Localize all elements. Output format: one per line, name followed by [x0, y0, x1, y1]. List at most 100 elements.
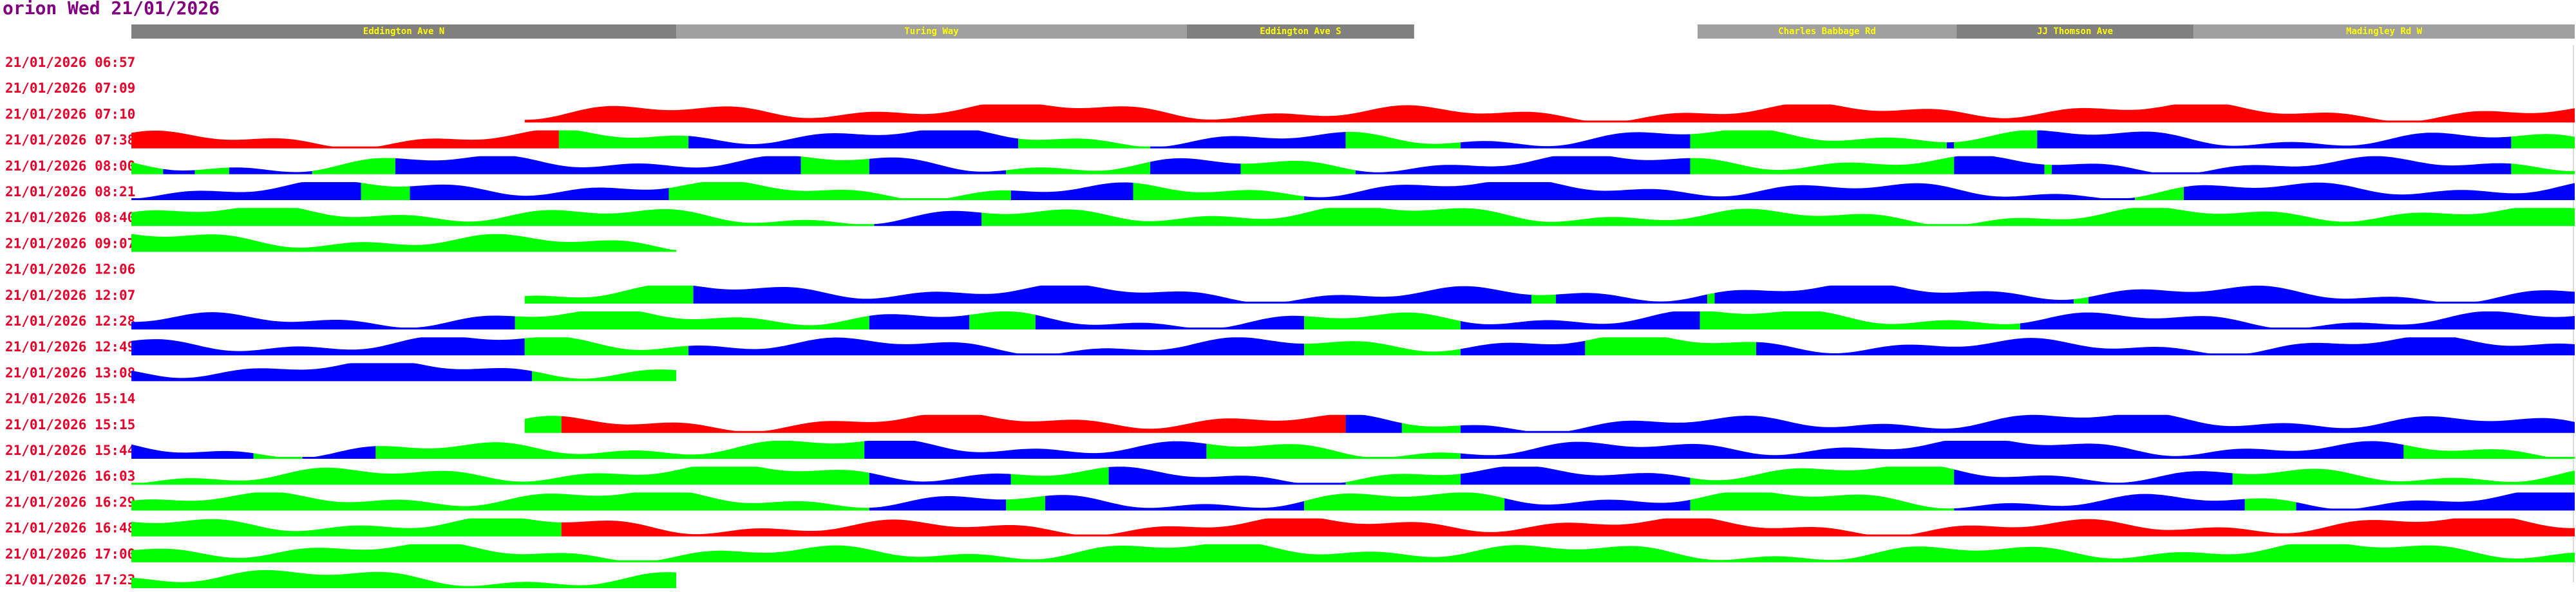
trip-segment: [2020, 311, 2575, 329]
road-band: [131, 24, 677, 39]
trip-segment: [524, 285, 694, 304]
road-label: JJ Thomson Ave: [2037, 26, 2113, 37]
trip-segment: [2511, 134, 2575, 149]
trip-time: 21/01/2026 07:10: [5, 106, 135, 122]
trip-segment: [1460, 132, 1690, 149]
trip-segment: [1504, 498, 1690, 511]
road-label: Turing Way: [904, 26, 959, 37]
trip-segment: [1460, 414, 2575, 433]
trip-segment: [969, 311, 1036, 329]
trip-segment: [524, 104, 2575, 123]
trip-segment: [131, 208, 875, 227]
trip-segment: [131, 444, 254, 459]
trip-segment: [532, 369, 677, 382]
trip-segment: [2184, 182, 2575, 200]
trip-segment: [1401, 423, 1461, 433]
trip-segment: [1150, 158, 1241, 174]
trip-time: 21/01/2026 08:00: [5, 158, 135, 174]
trip-segment: [2044, 164, 2052, 174]
trip-time: 21/01/2026 15:14: [5, 391, 135, 407]
trip-segment: [869, 496, 1007, 511]
road-label: Eddington Ave N: [363, 26, 444, 37]
trip-segment: [1700, 311, 2020, 329]
trip-segment: [515, 311, 869, 329]
trip-segment: [1035, 315, 1305, 329]
trip-segment: [395, 156, 801, 174]
trip-segment: [1355, 156, 1690, 174]
trip-segment: [2074, 297, 2088, 304]
trip-segment: [981, 208, 2575, 227]
trip-segment: [131, 492, 869, 511]
trip-segment: [693, 285, 1531, 304]
trip-time: 21/01/2026 08:21: [5, 184, 135, 199]
trip-segment: [1345, 414, 1402, 433]
trip-segment: [1240, 160, 1356, 174]
trip-segment: [1714, 285, 2074, 304]
trip-segment: [2037, 130, 2512, 149]
trip-segment: [131, 570, 677, 588]
trip-segment: [1345, 474, 1461, 485]
trip-segment: [1946, 142, 1955, 149]
trip-time: 21/01/2026 08:40: [5, 210, 135, 225]
trip-segment: [1304, 312, 1461, 329]
trip-segment: [561, 414, 1346, 433]
road-label: Madingley Rd W: [2346, 26, 2423, 37]
trip-time: 21/01/2026 16:29: [5, 494, 135, 510]
trip-segment: [2511, 163, 2575, 174]
road-band: [1697, 24, 1957, 39]
trip-segment: [869, 314, 970, 329]
trip-segment: [1108, 467, 1346, 485]
road-band: [2193, 24, 2575, 39]
trip-segment: [131, 234, 677, 252]
trip-segment: [668, 182, 1011, 200]
trip-segment: [253, 453, 303, 459]
trip-segment: [2052, 156, 2512, 174]
trip-time: 21/01/2026 12:49: [5, 339, 135, 355]
trip-segment: [2296, 492, 2575, 511]
trip-segment: [1133, 183, 1305, 200]
trip-time: 21/01/2026 15:15: [5, 417, 135, 432]
trip-segment: [2135, 187, 2184, 200]
trip-segment: [1690, 492, 1955, 511]
trip-segment: [2244, 498, 2297, 511]
trip-segment: [1756, 337, 2575, 356]
trip-segment: [1304, 341, 1461, 356]
trip-segment: [1460, 467, 1690, 485]
trip-time: 21/01/2026 16:48: [5, 521, 135, 536]
trip-segment: [131, 337, 525, 356]
trip-segment: [2403, 445, 2575, 459]
trip-segment: [1010, 467, 1109, 485]
trip-segment: [864, 441, 1207, 459]
trip-segment: [688, 337, 1305, 356]
trip-segment: [131, 544, 2575, 562]
trip-segment: [1954, 494, 2245, 511]
road-band: [1956, 24, 2194, 39]
trip-segment: [1045, 495, 1305, 511]
trip-time: 21/01/2026 17:23: [5, 572, 135, 587]
trip-segment: [131, 312, 515, 329]
trip-segment: [131, 130, 559, 149]
trip-segment: [524, 416, 562, 433]
date-heading: Wed 21/01/2026: [68, 0, 220, 19]
trip-segment: [561, 518, 2575, 537]
trip-segment: [131, 162, 164, 174]
trip-segment: [1460, 441, 2404, 459]
trip-time: 21/01/2026 07:38: [5, 133, 135, 148]
road-label: Charles Babbage Rd: [1778, 26, 1876, 37]
trip-time: 21/01/2026 07:09: [5, 80, 135, 96]
trip-segment: [558, 130, 688, 149]
trip-segment: [131, 182, 361, 200]
trip-segment: [131, 467, 869, 485]
trip-segment: [410, 184, 669, 200]
trip-segment: [874, 210, 982, 227]
trip-segment: [2232, 468, 2575, 485]
road-band: [1187, 24, 1414, 39]
trip-segment: [163, 169, 195, 174]
trip-time: 21/01/2026 12:28: [5, 313, 135, 329]
trip-segment: [131, 363, 533, 382]
trip-segment: [194, 167, 229, 174]
trip-segment: [688, 130, 1019, 149]
trip-segment: [1206, 443, 1461, 459]
trip-segment: [1345, 131, 1461, 149]
